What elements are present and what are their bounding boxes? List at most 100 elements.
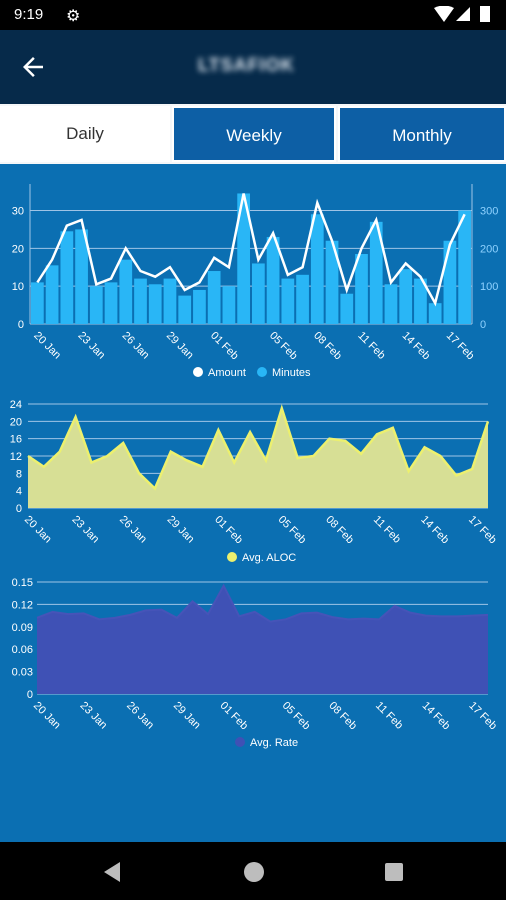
aloc-chart: 0 4 8 12 16 20 24 20 Jan 23 Jan 26 Jan 29 Jan 01 Fe…	[10, 399, 499, 564]
y-tick-label: 0	[16, 503, 22, 515]
minutes-bar	[104, 282, 118, 324]
status-bar: 9:19 ⚙	[0, 0, 506, 30]
y-right-tick-label: 0	[480, 319, 486, 331]
y-left-tick-label: 10	[12, 281, 24, 293]
minutes-bar	[222, 286, 236, 324]
app-bar: LTSAFIOK	[0, 30, 506, 104]
y-tick-label: 8	[16, 468, 22, 480]
minutes-bar	[45, 265, 59, 324]
y-tick-label: 12	[10, 451, 22, 463]
aloc-area	[28, 408, 488, 508]
x-tick-label: 29 Jan	[171, 700, 203, 732]
minutes-bar	[310, 214, 324, 324]
x-tick-label: 08 Feb	[311, 330, 344, 363]
rate-line	[36, 583, 489, 623]
x-tick-label: 29 Jan	[164, 330, 196, 362]
minutes-bar	[296, 274, 309, 324]
x-tick-label: 17 Feb	[444, 330, 477, 363]
x-tick-label: 17 Feb	[466, 514, 499, 547]
x-tick-label: 29 Jan	[165, 514, 197, 546]
legend-marker	[235, 737, 245, 747]
x-tick-label: 01 Feb	[217, 700, 250, 733]
legend-marker	[227, 552, 237, 562]
minutes-bar	[281, 278, 295, 324]
x-tick-label: 14 Feb	[418, 514, 451, 547]
x-tick-label: 26 Jan	[117, 514, 149, 546]
minutes-bar	[355, 254, 368, 324]
battery-icon	[480, 6, 490, 22]
minutes-bar	[325, 240, 339, 324]
y-left-tick-label: 20	[12, 243, 24, 255]
y-right-tick-label: 200	[480, 243, 498, 255]
y-right-tick-label: 100	[480, 281, 498, 293]
minutes-bar	[414, 278, 427, 324]
minutes-bar	[60, 231, 74, 324]
signal-icon	[456, 7, 470, 21]
minutes-bar	[399, 269, 413, 324]
minutes-bar	[75, 229, 88, 324]
y-tick-label: 24	[10, 399, 22, 411]
minutes-bar	[134, 278, 147, 324]
legend-label: Amount	[208, 367, 246, 379]
wifi-icon	[434, 6, 454, 22]
x-tick-label: 11 Feb	[373, 700, 405, 732]
x-tick-label: 11 Feb	[355, 330, 387, 362]
x-tick-label: 11 Feb	[371, 514, 403, 546]
y-tick-label: 4	[16, 486, 22, 498]
x-tick-label: 08 Feb	[323, 514, 356, 547]
x-tick-label: 23 Jan	[75, 330, 107, 362]
x-tick-label: 20 Jan	[31, 700, 63, 732]
nav-back-icon[interactable]	[98, 858, 126, 886]
minutes-bar	[148, 284, 162, 324]
x-tick-label: 17 Feb	[466, 700, 499, 733]
x-tick-label: 23 Jan	[69, 514, 101, 546]
minutes-bar	[369, 221, 383, 324]
rate-chart: 0 0.03 0.06 0.09 0.12 0.15 20 Jan 23 Jan 26 Jan 2…	[12, 577, 499, 749]
legend-marker	[193, 367, 203, 377]
x-tick-label: 14 Feb	[400, 330, 433, 363]
system-nav-bar	[0, 842, 506, 900]
nav-recents-icon[interactable]	[380, 858, 408, 886]
x-tick-label: 01 Feb	[208, 330, 241, 363]
y-tick-label: 20	[10, 416, 22, 428]
minutes-bar	[428, 303, 442, 324]
amount-line	[36, 193, 466, 307]
rate-area	[37, 585, 488, 694]
tab-daily[interactable]: Daily	[0, 106, 170, 162]
nav-home-icon[interactable]	[240, 858, 268, 886]
y-left-tick-label: 30	[12, 205, 24, 217]
page-title: LTSAFIOK	[198, 55, 295, 75]
amount-minutes-chart: 0 0 10 100 20 200 30 300 20 Jan 23 Jan 26 Jan 29 Ja…	[12, 184, 498, 379]
minutes-bar	[178, 295, 192, 324]
minutes-bar	[163, 278, 177, 324]
settings-gear-icon: ⚙	[66, 8, 81, 25]
minutes-bar	[193, 289, 206, 324]
x-tick-label: 23 Jan	[78, 700, 110, 732]
minutes-bar	[207, 271, 221, 324]
legend-label: Minutes	[272, 367, 311, 379]
minutes-bar	[89, 286, 103, 324]
y-right-tick-label: 300	[480, 205, 498, 217]
y-tick-label: 0.12	[12, 599, 33, 611]
y-tick-label: 0.09	[12, 622, 33, 634]
minutes-bar	[458, 210, 471, 324]
period-tabs: Daily Weekly Monthly	[0, 104, 506, 164]
y-left-tick-label: 0	[18, 319, 24, 331]
legend-marker	[257, 367, 267, 377]
x-tick-label: 26 Jan	[120, 330, 152, 362]
y-tick-label: 0.06	[12, 644, 33, 656]
y-tick-label: 0.03	[12, 667, 33, 679]
x-tick-label: 01 Feb	[212, 514, 245, 547]
minutes-bar	[31, 282, 44, 324]
tab-weekly[interactable]: Weekly	[172, 106, 336, 162]
x-tick-label: 20 Jan	[31, 330, 63, 362]
x-tick-label: 20 Jan	[22, 514, 54, 546]
x-tick-label: 05 Feb	[276, 514, 309, 547]
y-tick-label: 0.15	[12, 577, 33, 589]
back-arrow-icon[interactable]	[18, 52, 48, 82]
minutes-bar	[266, 236, 280, 324]
y-tick-label: 16	[10, 434, 22, 446]
tab-monthly[interactable]: Monthly	[338, 106, 506, 162]
minutes-bar	[340, 293, 354, 324]
